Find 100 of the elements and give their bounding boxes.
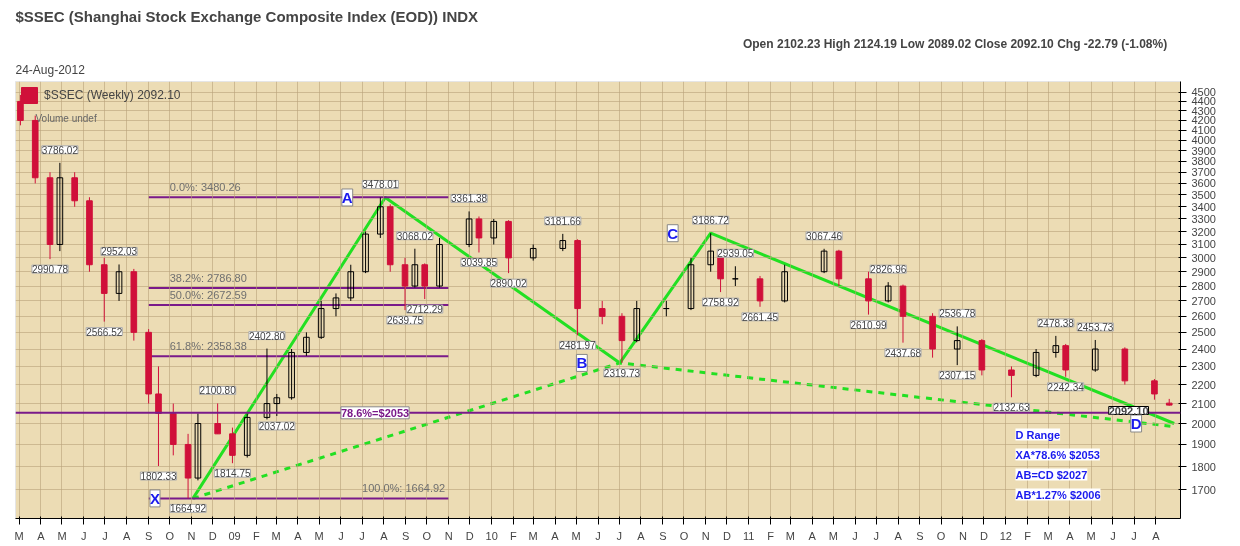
ref-line-label: 78.6%=$2053 — [340, 406, 410, 419]
x-tick-label: S — [916, 529, 924, 542]
annotation: XA*78.6% $2053 — [1015, 448, 1100, 461]
annotation: 2307.15 — [939, 370, 976, 382]
x-tick-label: A — [1066, 529, 1075, 542]
candlestick — [317, 300, 325, 340]
annotation: 2712.29 — [406, 304, 444, 316]
annotation: 2100.80 — [199, 385, 237, 397]
candlestick — [303, 331, 310, 357]
y-tick-label: 3000 — [1191, 251, 1216, 264]
x-tick-label: F — [1024, 529, 1032, 542]
y-tick-label: 3500 — [1191, 188, 1216, 201]
y-tick-label: 2200 — [1191, 378, 1216, 391]
x-tick-label: M — [57, 529, 67, 542]
y-tick-label: 2900 — [1191, 265, 1216, 278]
y-tick-label: 1800 — [1191, 460, 1216, 473]
annotation: 1802.33 — [140, 471, 177, 483]
x-tick-label: M — [1043, 529, 1053, 542]
annotation: 2990.78 — [31, 264, 69, 276]
candlestick — [332, 292, 340, 317]
annotation: 61.8%: 2358.38 — [169, 340, 247, 353]
candlestick — [1151, 378, 1158, 401]
y-tick-label: 3100 — [1191, 238, 1216, 251]
x-tick-label: F — [767, 529, 775, 542]
candlestick — [71, 171, 78, 208]
y-tick-label: 3800 — [1191, 155, 1216, 168]
annotation: C — [667, 224, 679, 242]
x-tick-label: N — [444, 529, 453, 542]
candlestick — [633, 300, 641, 343]
x-tick-label: A — [123, 529, 132, 542]
annotation: X — [149, 489, 161, 507]
annotation: 2402.80 — [248, 330, 286, 342]
candlestick — [273, 393, 281, 417]
y-tick-label: 3900 — [1191, 144, 1216, 157]
annotation: 2639.75 — [386, 315, 424, 327]
x-tick-label: M — [314, 529, 324, 542]
x-tick-label: J — [1131, 529, 1137, 542]
annotation: 2952.03 — [100, 246, 138, 258]
annotation: 3181.66 — [544, 215, 582, 227]
candlestick — [884, 281, 892, 303]
x-tick-label: M — [571, 529, 581, 542]
candlestick — [475, 215, 483, 253]
candlestick — [756, 275, 764, 308]
y-tick-label: 2600 — [1191, 310, 1216, 323]
y-tick-label: 3400 — [1191, 200, 1216, 213]
x-tick-label: M — [785, 529, 795, 542]
y-tick-label: 1700 — [1191, 483, 1216, 496]
x-tick-label: S — [402, 529, 410, 542]
candlestick — [1091, 339, 1099, 373]
x-tick-label: D — [980, 529, 989, 542]
annotation: D — [1130, 415, 1142, 432]
annotation: 2481.97 — [559, 340, 597, 352]
y-tick-label: 2100 — [1191, 397, 1216, 410]
annotation: 2453.73 — [1077, 321, 1114, 333]
candlestick — [263, 348, 271, 420]
y-tick-label: 3600 — [1191, 177, 1216, 190]
candlestick — [347, 264, 355, 302]
annotation: 2610.99 — [850, 319, 887, 331]
annotation: D Range — [1015, 428, 1061, 441]
annotation: 1664.92 — [169, 503, 207, 515]
candlestick — [1052, 335, 1060, 359]
x-tick-label: N — [701, 529, 710, 542]
candlestick — [229, 427, 236, 464]
x-tick-label: M — [14, 529, 24, 542]
annotation: 2826.96 — [870, 264, 907, 276]
x-tick-label: J — [359, 529, 365, 542]
annotation: 3186.72 — [692, 215, 730, 227]
x-tick-label: D — [208, 529, 217, 542]
candlestick — [214, 402, 221, 435]
annotation: B — [576, 354, 588, 372]
x-tick-label: F — [253, 529, 261, 542]
x-tick-label: S — [144, 529, 153, 542]
candlestick — [953, 325, 961, 366]
candlestick — [1032, 348, 1040, 378]
x-tick-label: 09 — [228, 529, 241, 542]
annotation: 3067.46 — [806, 230, 843, 242]
candlestick — [115, 263, 123, 302]
chart-title: $SSEC (Shanghai Stock Exchange Composite Index (EOD)) INDX — [15, 7, 479, 25]
annotation: 2566.52 — [86, 326, 123, 338]
candlestick — [465, 210, 473, 248]
x-tick-label: D — [465, 529, 474, 542]
annotation: 2536.78 — [939, 308, 976, 320]
chart-subtitle: 24-Aug-2012 — [15, 62, 86, 77]
annotation: 3361.38 — [451, 193, 488, 205]
x-tick-label: A — [37, 529, 46, 542]
y-tick-label: 1900 — [1191, 438, 1216, 451]
annotation: 38.2%: 2786.80 — [169, 271, 247, 284]
annotation: 3478.01 — [362, 179, 399, 191]
x-tick-label: D — [722, 529, 731, 542]
candlestick — [421, 262, 429, 300]
candlestick — [490, 218, 498, 245]
annotation: 2939.05 — [717, 248, 754, 260]
annotation: 3068.02 — [396, 230, 434, 242]
candlestick — [781, 264, 788, 303]
annotation: 2092.10 — [1108, 404, 1149, 417]
x-tick-label: 11 — [743, 529, 755, 542]
y-tick-label: 2800 — [1191, 280, 1216, 293]
x-tick-label: O — [936, 529, 946, 542]
candlestick — [411, 248, 419, 289]
x-tick-label: J — [873, 529, 879, 542]
